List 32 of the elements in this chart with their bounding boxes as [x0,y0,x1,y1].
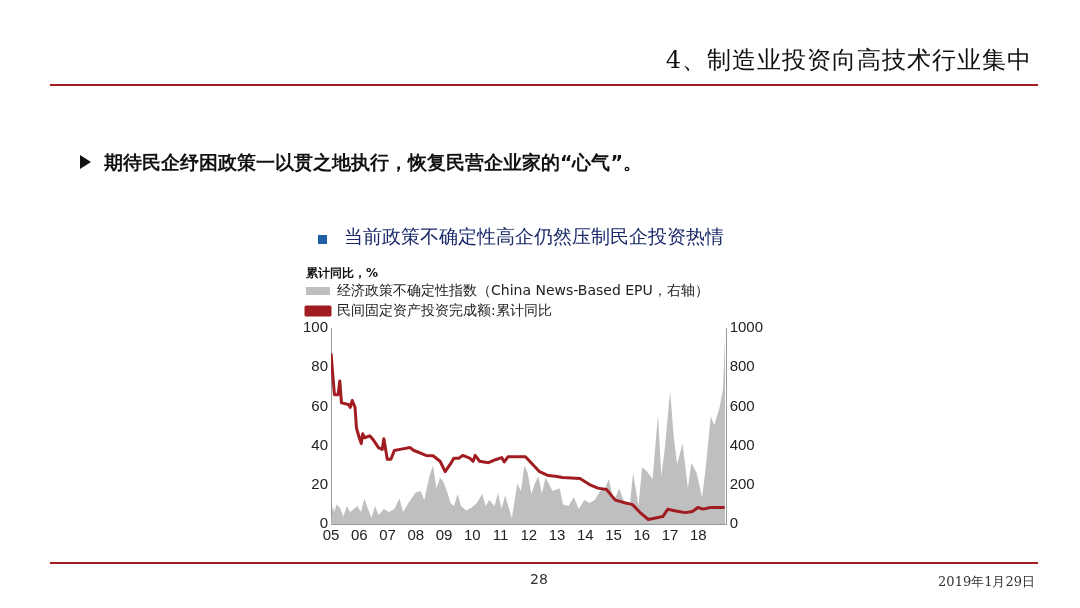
y2-tick-label: 400 [729,435,755,453]
y-tick-label: 100 [303,318,329,336]
x-tick-label: 13 [548,526,566,544]
x-tick-label: 09 [435,526,453,544]
y2-tick-label: 1000 [729,318,764,336]
x-tick-label: 11 [492,526,509,544]
x-tick-label: 14 [577,526,594,544]
x-tick-label: 12 [520,526,538,544]
text: 4、制造业投资向高技术行业集中 [665,45,1032,76]
x-tick-label: 08 [407,526,425,544]
y-tick-label: 40 [311,435,329,453]
y-tick-label: 20 [311,474,329,492]
y-tick-label: 60 [311,396,329,414]
text: 28 [530,571,548,587]
y2-tick-label: 800 [729,357,755,375]
x-tick-label: 06 [350,526,368,544]
text: 2019年1月29日 [938,573,1035,591]
x-tick-label: 15 [605,526,622,544]
x-tick-label: 07 [379,526,396,544]
y2-tick-label: 600 [729,396,755,414]
legend-label: 经济政策不确定性指数（China News-Based EPU，右轴） [337,281,709,298]
text: 期待民企纾困政策一以贯之地执行，恢复民营企业家的“心气”。 [104,150,642,175]
y2-tick-label: 0 [729,514,738,532]
y-axis-title: 累计同比，% [306,265,379,282]
y2-tick-label: 200 [729,474,755,492]
x-tick-label: 16 [633,526,651,544]
chart-title: 当前政策不确定性高企仍然压制民企投资热情 [344,224,724,249]
x-tick-label: 17 [661,526,679,544]
x-tick-label: 18 [690,526,707,544]
y-tick-label: 80 [311,357,329,375]
x-tick-label: 10 [463,526,481,544]
legend-label: 民间固定资产投资完成额:累计同比 [337,301,552,318]
